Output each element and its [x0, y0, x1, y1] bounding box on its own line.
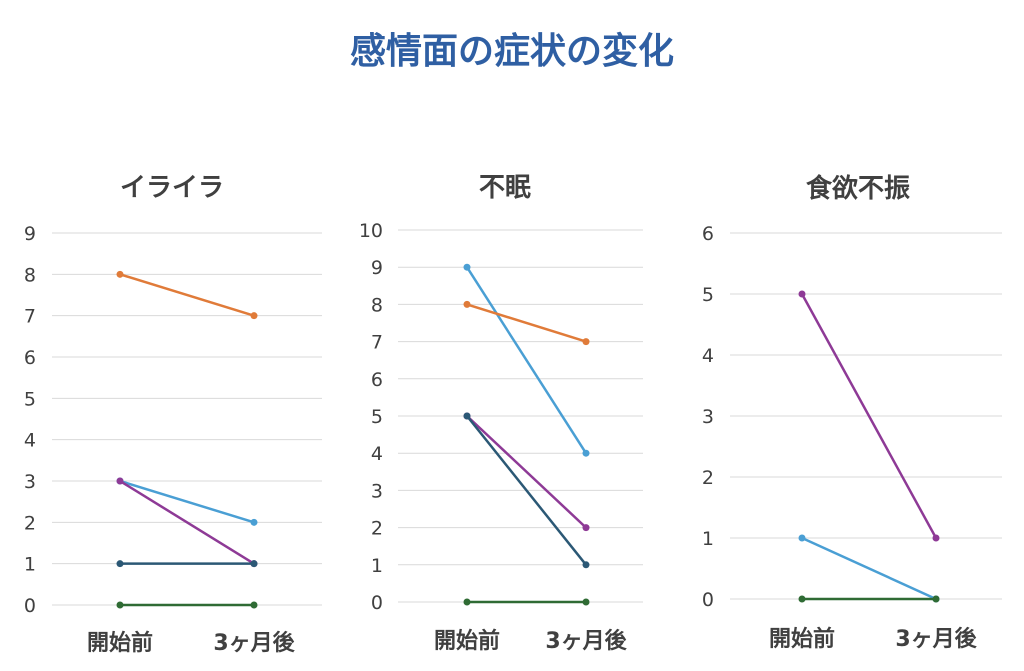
- y-tick-label: 4: [371, 443, 383, 465]
- y-tick-label: 0: [24, 595, 36, 617]
- y-tick-label: 4: [702, 345, 714, 367]
- y-tick-label: 5: [371, 406, 383, 428]
- series-line: [801, 536, 937, 601]
- series-line: [119, 273, 255, 317]
- data-point: [116, 477, 124, 485]
- y-tick-label: 4: [24, 430, 36, 452]
- y-tick-label: 7: [371, 332, 383, 354]
- data-point: [582, 449, 590, 457]
- data-point: [932, 534, 940, 542]
- y-tick-label: 1: [371, 555, 383, 577]
- series-line: [119, 479, 255, 524]
- y-tick-label: 2: [371, 518, 383, 540]
- y-tick-label: 9: [24, 223, 36, 245]
- data-point: [250, 560, 258, 568]
- x-category-label: 3ヶ月後: [545, 628, 627, 654]
- data-point: [250, 312, 258, 320]
- series-line: [466, 303, 587, 343]
- y-tick-label: 8: [24, 264, 36, 286]
- y-tick-label: 5: [24, 388, 36, 410]
- data-point: [250, 601, 258, 609]
- series-line: [800, 293, 938, 539]
- x-category-label: 開始前: [769, 626, 835, 652]
- chart-title: イライラ: [120, 173, 224, 203]
- x-category-label: 開始前: [87, 630, 153, 656]
- y-tick-label: 6: [24, 347, 36, 369]
- data-point: [582, 338, 590, 346]
- y-tick-label: 2: [24, 512, 36, 534]
- y-tick-label: 10: [359, 220, 383, 242]
- y-tick-label: 6: [371, 369, 383, 391]
- y-tick-label: 3: [371, 480, 383, 502]
- data-point: [116, 601, 124, 609]
- data-point: [116, 560, 124, 568]
- y-tick-label: 0: [371, 592, 383, 614]
- y-tick-label: 0: [702, 589, 714, 611]
- y-tick-label: 1: [702, 528, 714, 550]
- data-point: [582, 561, 590, 569]
- data-point: [116, 270, 124, 278]
- y-tick-label: 5: [702, 284, 714, 306]
- data-point: [463, 263, 471, 271]
- chart-title: 不眠: [479, 173, 531, 203]
- series-line: [119, 479, 255, 565]
- y-tick-label: 9: [371, 257, 383, 279]
- data-point: [798, 534, 806, 542]
- data-point: [463, 300, 471, 308]
- chart-title: 食欲不振: [806, 173, 910, 204]
- data-point: [250, 518, 258, 526]
- series-line: [466, 415, 587, 566]
- data-point: [463, 598, 471, 606]
- y-tick-label: 8: [371, 294, 383, 316]
- y-tick-label: 3: [24, 471, 36, 493]
- main-title: 感情面の症状の変化: [349, 31, 674, 72]
- x-category-label: 開始前: [434, 628, 500, 654]
- y-tick-label: 1: [24, 554, 36, 576]
- y-tick-label: 7: [24, 306, 36, 328]
- x-category-label: 3ヶ月後: [213, 630, 295, 656]
- y-tick-label: 2: [702, 467, 714, 489]
- data-point: [798, 290, 806, 298]
- y-tick-label: 3: [702, 406, 714, 428]
- data-point: [932, 595, 940, 603]
- x-category-label: 3ヶ月後: [895, 626, 977, 652]
- y-tick-label: 6: [702, 223, 714, 245]
- data-point: [798, 595, 806, 603]
- series-line: [465, 266, 588, 454]
- data-point: [463, 412, 471, 420]
- series-line: [466, 415, 587, 529]
- data-point: [582, 524, 590, 532]
- data-point: [582, 598, 590, 606]
